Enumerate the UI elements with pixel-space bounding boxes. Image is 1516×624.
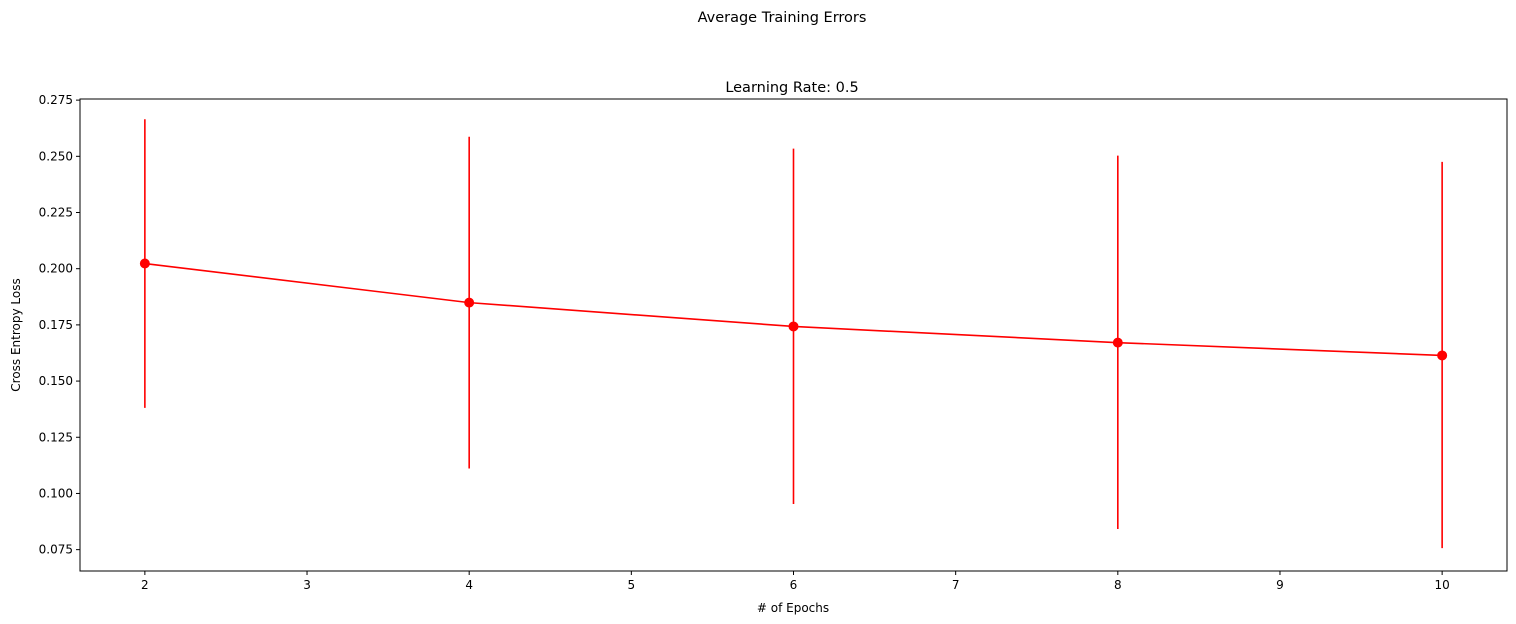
data-point bbox=[139, 258, 150, 269]
y-tick-label: 0.150 bbox=[39, 374, 73, 388]
data-point bbox=[1437, 350, 1448, 361]
series-layer bbox=[139, 119, 1448, 549]
chart-suptitle: Average Training Errors bbox=[698, 10, 867, 26]
y-tick-label: 0.100 bbox=[39, 486, 73, 500]
chart-title: Learning Rate: 0.5 bbox=[725, 80, 858, 96]
y-tick-label: 0.125 bbox=[39, 430, 73, 444]
x-tick-label: 8 bbox=[1114, 578, 1122, 592]
y-tick-label: 0.275 bbox=[39, 93, 73, 107]
plot-area bbox=[79, 98, 1508, 572]
y-tick-label: 0.250 bbox=[39, 149, 73, 163]
x-tick-label: 9 bbox=[1276, 578, 1284, 592]
y-tick-label: 0.200 bbox=[39, 262, 73, 276]
y-axis-ticks: 0.075 0.100 0.125 0.150 0.175 0.200 0.225 0.250… bbox=[39, 93, 80, 557]
y-tick-label: 0.175 bbox=[39, 318, 73, 332]
y-tick-label: 0.075 bbox=[39, 543, 73, 557]
x-axis-label: # of Epochs bbox=[757, 601, 829, 615]
data-point bbox=[464, 297, 475, 308]
data-point bbox=[1112, 337, 1123, 348]
x-axis-ticks: 2 3 4 5 6 7 8 9 10 bbox=[141, 571, 1450, 592]
x-tick-label: 4 bbox=[465, 578, 473, 592]
x-tick-label: 10 bbox=[1434, 578, 1449, 592]
x-tick-label: 6 bbox=[790, 578, 798, 592]
y-axis-label: Cross Entropy Loss bbox=[9, 278, 23, 391]
x-tick-label: 2 bbox=[141, 578, 149, 592]
x-tick-label: 5 bbox=[628, 578, 636, 592]
x-tick-label: 3 bbox=[303, 578, 311, 592]
data-point bbox=[788, 321, 799, 332]
x-tick-label: 7 bbox=[952, 578, 960, 592]
y-tick-label: 0.225 bbox=[39, 206, 73, 220]
